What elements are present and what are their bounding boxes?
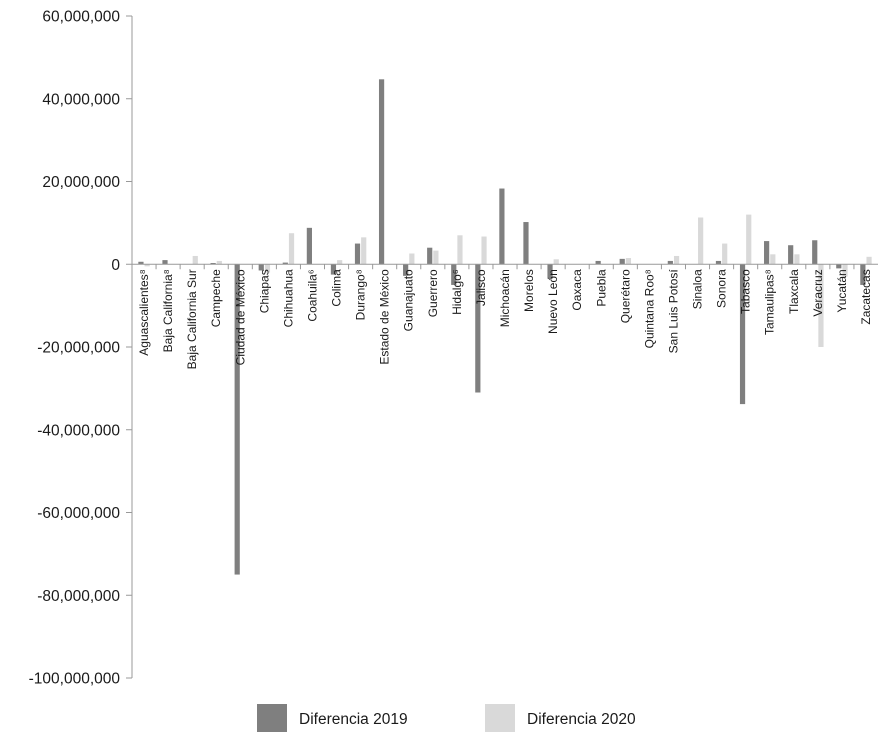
x-category-label: Coahuila⁶ xyxy=(305,269,319,321)
legend-swatch xyxy=(485,704,515,732)
bar-diferencia-2019 xyxy=(860,264,866,285)
legend-swatch xyxy=(257,704,287,732)
x-category-label: Tabasco xyxy=(739,269,753,314)
bar-diferencia-2020 xyxy=(216,260,222,265)
y-tick-label: 0 xyxy=(111,257,120,274)
y-tick-label: -60,000,000 xyxy=(37,505,120,522)
y-tick-label: -20,000,000 xyxy=(37,340,120,357)
bar-diferencia-2020 xyxy=(481,236,487,265)
x-category-label: Durango⁸ xyxy=(354,269,368,320)
x-category-label: Jalisco xyxy=(474,269,488,306)
x-category-label: Nuevo León xyxy=(546,269,560,334)
bar-diferencia-2019 xyxy=(282,262,288,265)
bar-diferencia-2020 xyxy=(337,260,343,265)
x-axis-category-labels: Aguascalientes⁸ Baja California⁸ Baja Cali… xyxy=(137,269,873,370)
bar-diferencia-2020 xyxy=(673,255,680,265)
x-category-label: San Luis Potosí xyxy=(666,269,680,354)
x-category-label: Michoacán xyxy=(498,269,512,327)
bar-diferencia-2020 xyxy=(746,214,752,265)
x-category-label: Tlaxcala xyxy=(787,269,801,314)
bar-diferencia-2020 xyxy=(818,264,824,347)
bar-diferencia-2020 xyxy=(361,237,367,265)
bar-diferencia-2019 xyxy=(138,261,144,265)
bar-diferencia-2019 xyxy=(836,264,842,269)
bar-diferencia-2019 xyxy=(739,264,746,405)
bar-diferencia-2020 xyxy=(625,258,632,265)
x-category-label: Guanajuato xyxy=(402,269,416,331)
bar-diferencia-2019 xyxy=(619,258,625,265)
bar-diferencia-2019 xyxy=(451,264,457,285)
x-category-label: Colima xyxy=(330,269,344,307)
bar-diferencia-2020 xyxy=(553,259,559,265)
bar-diferencia-2020 xyxy=(842,264,848,277)
bar-diferencia-2019 xyxy=(788,245,794,265)
y-tick-label: -80,000,000 xyxy=(37,588,120,605)
x-category-label: Baja California⁸ xyxy=(161,269,175,352)
x-category-label: Chihuahua xyxy=(281,269,295,327)
x-category-label: Campeche xyxy=(209,269,223,327)
bar-diferencia-2019 xyxy=(306,227,312,265)
x-category-label: Chiapas xyxy=(257,269,271,313)
bar-diferencia-2019 xyxy=(427,247,433,265)
x-category-label: Ciudad de México xyxy=(233,269,247,365)
bar-diferencia-2020 xyxy=(433,250,439,265)
legend-label: Diferencia 2020 xyxy=(527,711,636,728)
bar-diferencia-2019 xyxy=(234,264,240,575)
bar-diferencia-2020 xyxy=(722,243,728,265)
x-category-label: Querétaro xyxy=(618,269,632,323)
bar-diferencia-2019 xyxy=(210,263,216,265)
legend-label: Diferencia 2019 xyxy=(299,711,408,728)
bar-diferencia-2019 xyxy=(667,260,673,265)
x-category-label: Hidalgo⁶ xyxy=(450,269,464,315)
bar-diferencia-2019 xyxy=(403,264,409,276)
bar-diferencia-2019 xyxy=(499,188,505,265)
bar-diferencia-2020 xyxy=(866,256,872,265)
bar-diferencia-2019 xyxy=(330,264,337,275)
bar-diferencia-2020 xyxy=(192,255,198,265)
x-category-label: Aguascalientes⁸ xyxy=(137,269,151,355)
bar-diferencia-2020 xyxy=(794,254,800,265)
bar-diferencia-2020 xyxy=(698,217,704,265)
x-category-label: Zacatecas xyxy=(859,269,873,324)
bar-diferencia-2020 xyxy=(770,254,776,265)
x-category-label: Sinaloa xyxy=(691,269,705,309)
y-tick-label: -100,000,000 xyxy=(29,671,121,688)
y-tick-label: 60,000,000 xyxy=(42,9,120,26)
legend: Diferencia 2019 Diferencia 2020 xyxy=(257,704,636,732)
x-category-label: Puebla xyxy=(594,269,608,307)
bar-diferencia-2019 xyxy=(715,260,722,265)
x-category-label: Veracruz xyxy=(811,269,825,316)
bar-diferencia-2019 xyxy=(764,241,770,265)
x-category-label: Quintana Roo⁸ xyxy=(642,269,656,348)
bar-diferencia-2019 xyxy=(523,222,529,265)
axis-tick-marks xyxy=(126,15,855,679)
bar-diferencia-2020 xyxy=(457,235,463,265)
bar-diferencia-2019 xyxy=(547,264,553,279)
x-category-label: Sonora xyxy=(715,269,729,308)
x-category-label: Morelos xyxy=(522,269,536,312)
y-axis-tick-labels: 60,000,000 40,000,000 20,000,000 0 -20,000,0… xyxy=(29,9,121,688)
bar-series xyxy=(138,79,872,575)
bar-diferencia-2019 xyxy=(258,264,264,271)
bar-diferencia-2020 xyxy=(144,264,150,267)
bar-diferencia-2020 xyxy=(264,264,271,273)
x-category-label: Estado de México xyxy=(378,269,392,365)
y-tick-label: 20,000,000 xyxy=(42,174,120,191)
bar-diferencia-2019 xyxy=(354,243,361,265)
x-category-label: Yucatán xyxy=(835,269,849,312)
bar-diferencia-2019 xyxy=(475,264,481,393)
bar-diferencia-2020 xyxy=(409,253,415,265)
bar-diferencia-2020 xyxy=(288,233,295,265)
x-category-label: Oaxaca xyxy=(570,269,584,311)
x-category-label: Baja California Sur xyxy=(185,269,199,369)
y-tick-label: -40,000,000 xyxy=(37,422,120,439)
bar-diferencia-2019 xyxy=(595,260,601,265)
x-category-label: Tamaulipas⁸ xyxy=(763,269,777,335)
bar-diferencia-2019 xyxy=(162,260,168,265)
x-category-label: Guerrero xyxy=(426,269,440,317)
bar-diferencia-2019 xyxy=(378,79,385,265)
bar-diferencia-2019 xyxy=(812,240,818,265)
y-tick-label: 40,000,000 xyxy=(42,91,120,108)
